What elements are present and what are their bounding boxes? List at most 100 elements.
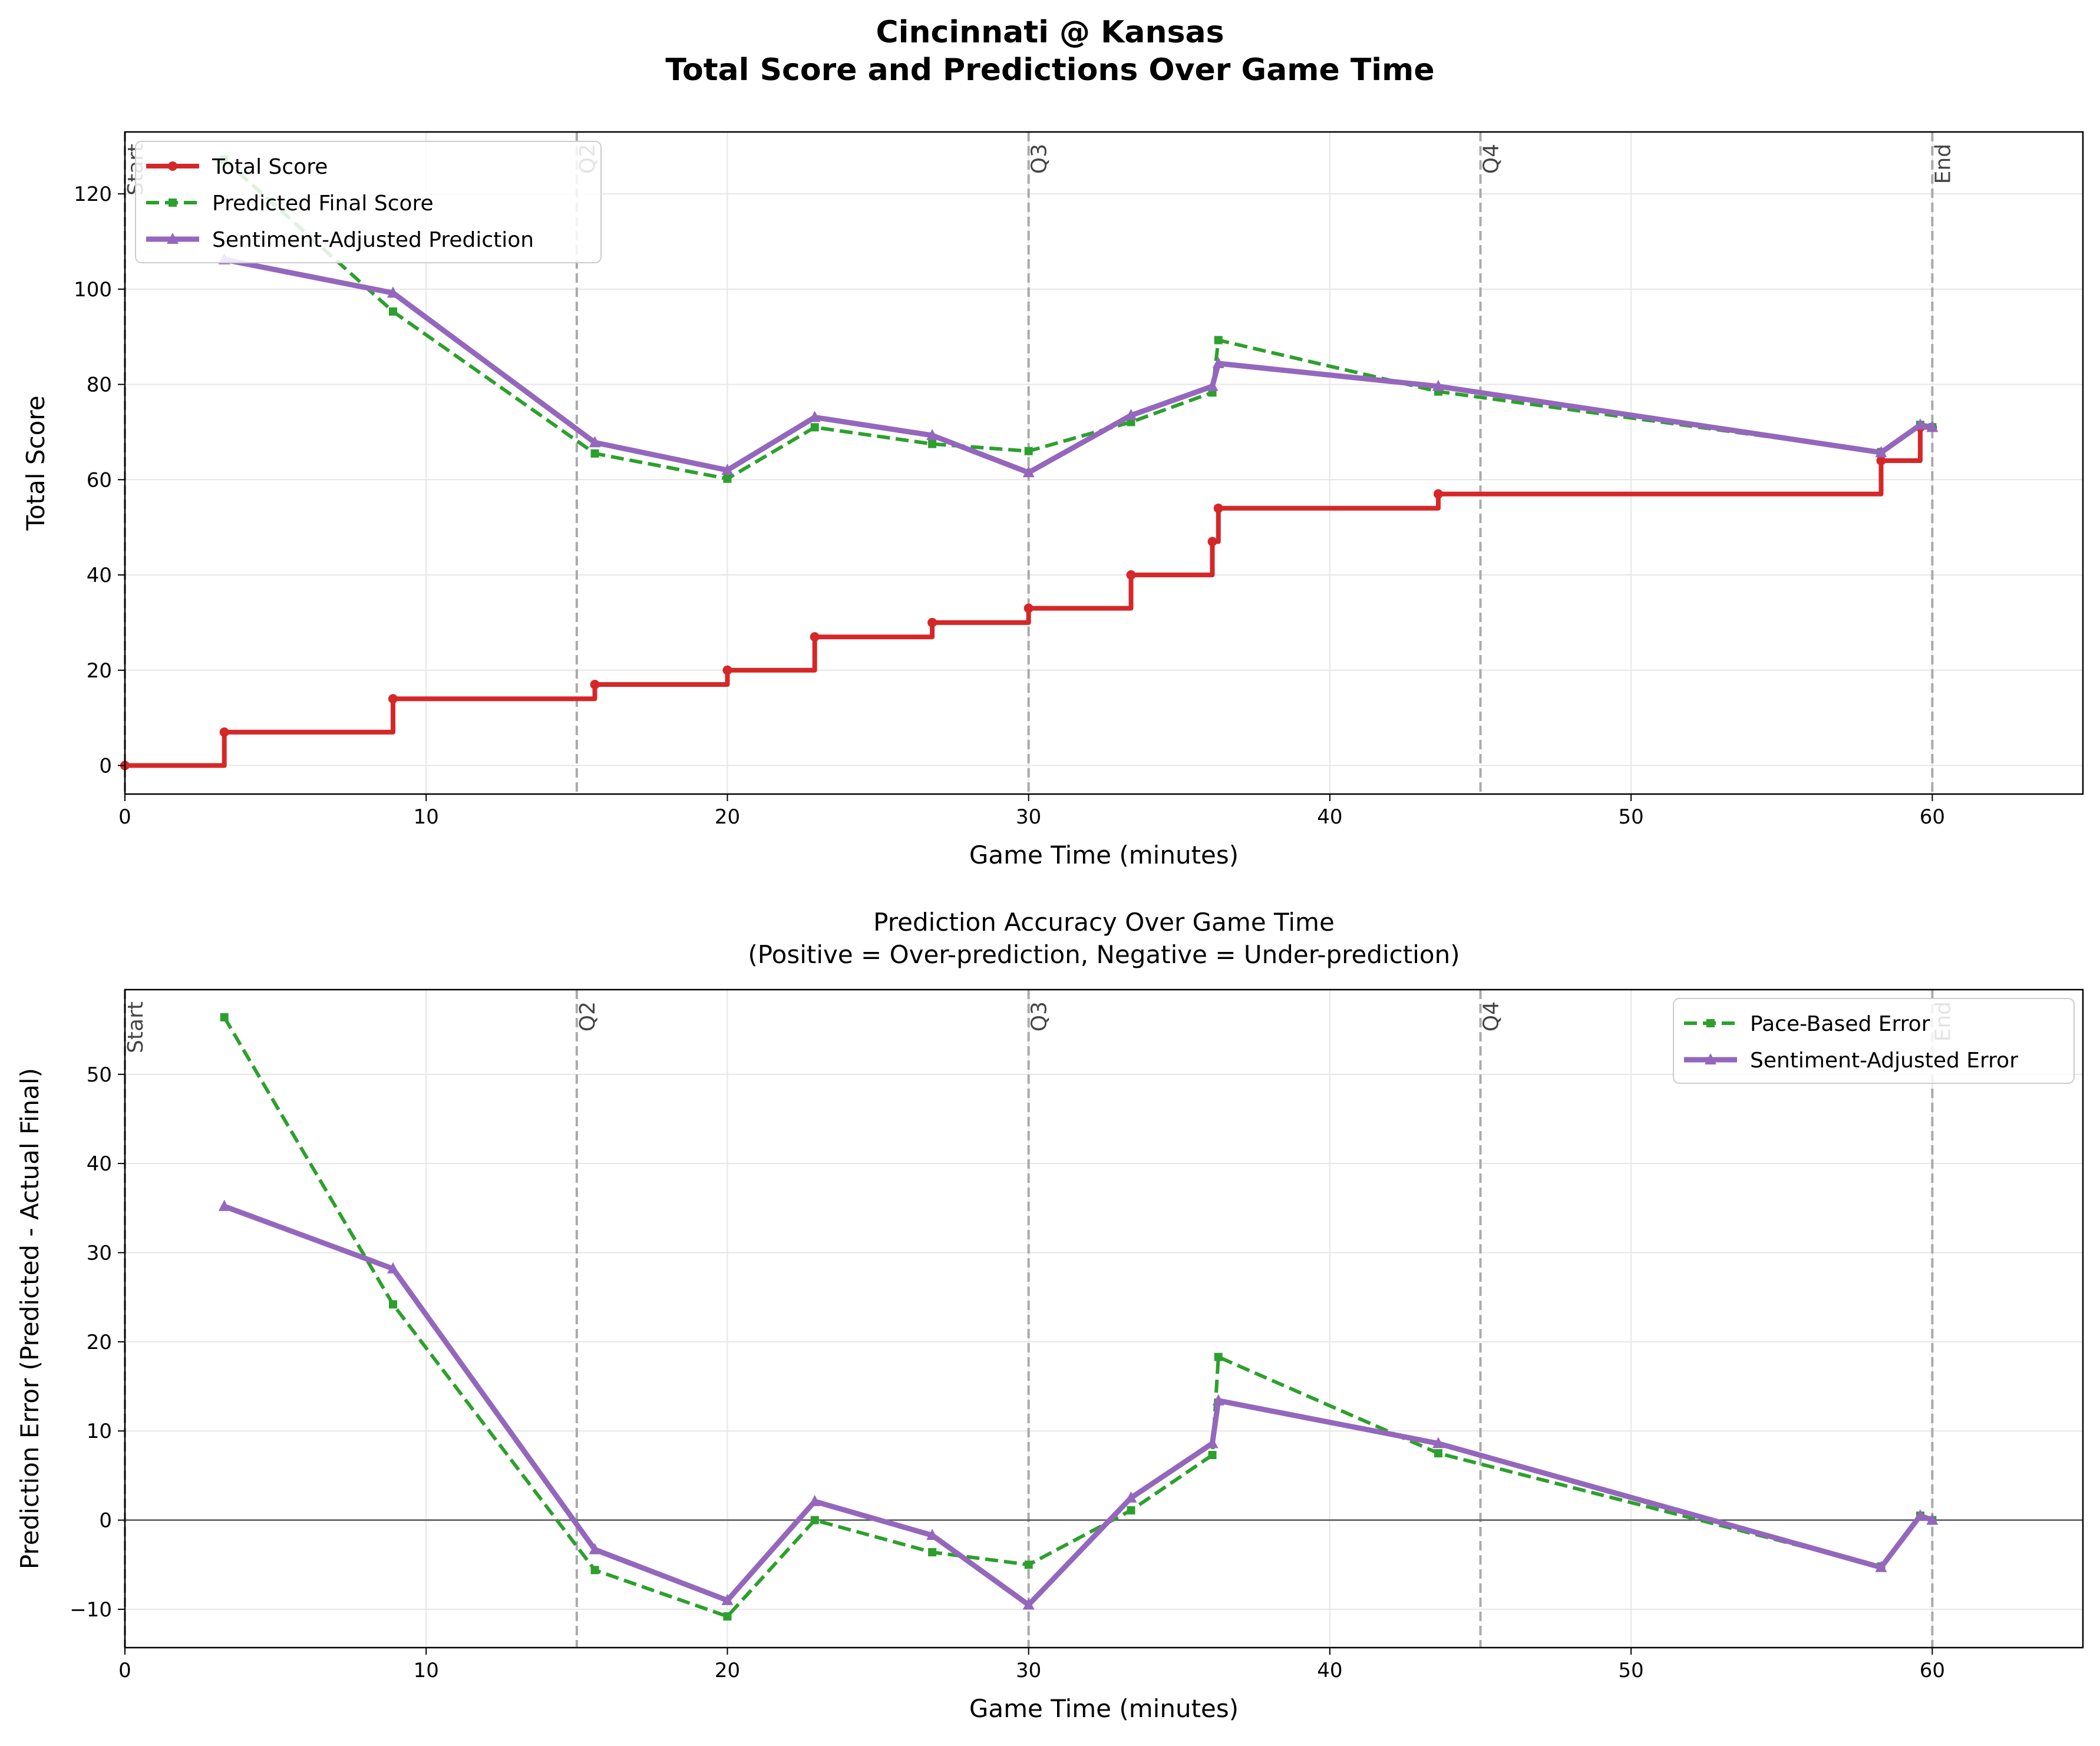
error-chart-series-pace-based-error [223,1016,1933,1618]
score-chart-point-total-score-9 [1207,537,1217,547]
error-chart-quarter-label-q4: Q4 [1480,1001,1504,1031]
score-chart-legend-box [135,141,602,263]
error-chart-point-pace-based-error-2 [590,1566,599,1575]
error-chart-title-line1: Prediction Accuracy Over Game Time [873,908,1335,937]
error-chart-legend-label-pace-based-error: Pace-Based Error [1750,1012,1930,1036]
score-chart-legend-label-total-score: Total Score [212,155,328,179]
error-chart-xlabel: Game Time (minutes) [969,1694,1239,1723]
score-chart-xtick-label-10: 10 [414,805,439,829]
score-chart-ytick-label-0: 0 [99,754,112,778]
error-chart-point-sentiment-adjusted-error-1 [387,1262,399,1274]
score-chart-point-total-score-3 [590,680,600,690]
score-chart-series-total-score [125,425,1933,768]
score-chart-xtick-label-0: 0 [118,805,131,829]
error-chart-point-sentiment-adjusted-error-4 [808,1494,821,1506]
error-chart-xtick-label-0: 0 [118,1659,131,1682]
figure-title-line2: Total Score and Predictions Over Game Ti… [665,52,1434,88]
error-chart-quarter-label-q2: Q2 [576,1001,600,1031]
error-chart-ylabel: Prediction Error (Predicted - Actual Fin… [15,1068,44,1569]
error-chart-point-sentiment-adjusted-error-11 [1875,1560,1887,1572]
score-chart-xtick-label-30: 30 [1016,805,1041,829]
score-chart-ytick-label-100: 100 [74,278,112,302]
error-chart-ytick-label-50: 50 [87,1063,112,1087]
score-chart-ylabel: Total Score [21,395,50,531]
error-chart-xtick-label-20: 20 [715,1659,740,1682]
figure-title-line1: Cincinnati @ Kansas [876,15,1224,50]
error-chart-point-sentiment-adjusted-error-0 [218,1199,230,1211]
score-chart-point-sentiment-adjusted-prediction-2 [589,436,601,448]
error-chart-legend-marker-pace-based-error [1706,1019,1715,1027]
error-chart-point-pace-based-error-1 [388,1300,397,1309]
score-chart-point-sentiment-adjusted-prediction-3 [721,464,734,475]
error-chart-quarter-label-q3: Q3 [1028,1001,1052,1031]
error-chart-ytick-label-20: 20 [87,1331,112,1354]
score-chart-point-sentiment-adjusted-prediction-6 [1022,466,1035,478]
score-chart-legend-label-predicted-final-score: Predicted Final Score [212,191,434,216]
error-chart-xtick-label-10: 10 [414,1659,439,1682]
score-chart-point-sentiment-adjusted-prediction-1 [387,286,399,298]
error-chart-point-sentiment-adjusted-error-9 [1212,1394,1224,1406]
score-chart-point-total-score-4 [722,665,732,675]
score-chart-legend: Total Score Predicted Final Score Sentimen… [135,141,602,263]
score-chart-point-predicted-final-score-3 [723,474,732,483]
score-chart-ytick-label-60: 60 [87,468,112,492]
error-chart-point-sentiment-adjusted-error-2 [589,1543,601,1555]
error-chart-legend-box [1673,998,2075,1084]
error-chart-quarter-label-start: Start [124,1001,148,1053]
error-chart: Prediction Accuracy Over Game Time (Posi… [15,908,2084,1723]
error-chart-legend: Pace-Based Error Sentiment-Adjusted Error [1673,998,2075,1084]
score-chart-grid [124,132,2083,794]
score-chart-frame [124,131,2084,795]
score-chart-xtick-label-60: 60 [1920,805,1945,829]
score-chart-point-predicted-final-score-6 [1024,447,1033,455]
score-chart-point-sentiment-adjusted-prediction-12 [1914,418,1926,430]
score-chart-legend-marker-total-score [168,161,177,171]
score-chart-point-predicted-final-score-5 [928,439,937,448]
score-chart-point-total-score-12 [1876,455,1886,465]
score-chart-point-total-score-5 [810,632,820,642]
score-chart-point-total-score-6 [927,617,937,627]
score-chart-point-predicted-final-score-4 [810,423,819,432]
score-chart-point-total-score-8 [1126,570,1136,580]
score-chart-legend-label-sentiment-adjusted-prediction: Sentiment-Adjusted Prediction [212,228,534,252]
error-chart-xtick-label-50: 50 [1619,1659,1644,1682]
score-chart-point-predicted-final-score-9 [1214,336,1223,345]
score-chart-point-total-score-10 [1213,503,1223,513]
score-chart-xtick-label-20: 20 [715,805,740,829]
error-chart-point-pace-based-error-5 [928,1548,937,1557]
score-chart-point-sentiment-adjusted-prediction-11 [1875,446,1887,458]
error-chart-point-pace-based-error-9 [1214,1353,1223,1361]
score-chart-point-sentiment-adjusted-prediction-13 [1926,421,1939,432]
score-chart-point-total-score-1 [219,727,229,737]
score-chart-series-predicted-final-score [223,158,1933,481]
error-chart-legend-label-sentiment-adjusted-error: Sentiment-Adjusted Error [1750,1049,2018,1073]
score-chart-quarter-label-end: End [1931,144,1955,184]
score-chart-xlabel: Game Time (minutes) [969,841,1239,869]
error-chart-xtick-label-30: 30 [1016,1659,1041,1682]
score-chart-ticks: 0 10 20 30 40 50 60 0 20 40 60 80 100 120 [74,183,1945,829]
score-chart-legend-marker-sentiment-adjusted-prediction [167,233,179,244]
error-chart-point-sentiment-adjusted-error-3 [721,1593,734,1605]
error-chart-xtick-label-60: 60 [1920,1659,1945,1682]
error-chart-point-pace-based-error-4 [810,1516,819,1525]
error-chart-title-line2: (Positive = Over-prediction, Negative = … [748,940,1460,969]
score-chart-point-predicted-final-score-2 [590,449,599,458]
score-chart-series [120,155,1939,771]
score-chart-point-sentiment-adjusted-prediction-4 [808,411,821,422]
error-chart-legend-marker-sentiment-adjusted-error [1705,1053,1716,1064]
error-chart-point-sentiment-adjusted-error-13 [1926,1513,1939,1525]
error-chart-ytick-label--10: −10 [70,1598,112,1622]
error-chart-ytick-label-0: 0 [99,1509,112,1533]
error-chart-point-pace-based-error-10 [1434,1449,1442,1458]
error-chart-ticks: 0 10 20 30 40 50 60 −10 0 10 20 30 40 50 [70,1063,1945,1682]
error-chart-point-sentiment-adjusted-error-12 [1914,1509,1926,1520]
error-chart-ytick-label-10: 10 [87,1420,112,1443]
error-chart-ytick-label-40: 40 [87,1152,112,1176]
score-chart-quarter-label-q3: Q3 [1028,144,1052,174]
error-chart-point-sentiment-adjusted-error-10 [1432,1437,1444,1449]
error-chart-series-sentiment-adjusted-error [223,1203,1933,1608]
score-chart-legend-marker-predicted-final-score [169,199,177,207]
score-chart-xtick-label-40: 40 [1317,805,1342,829]
error-chart-xtick-label-40: 40 [1317,1659,1342,1682]
error-chart-series [218,1013,1939,1621]
